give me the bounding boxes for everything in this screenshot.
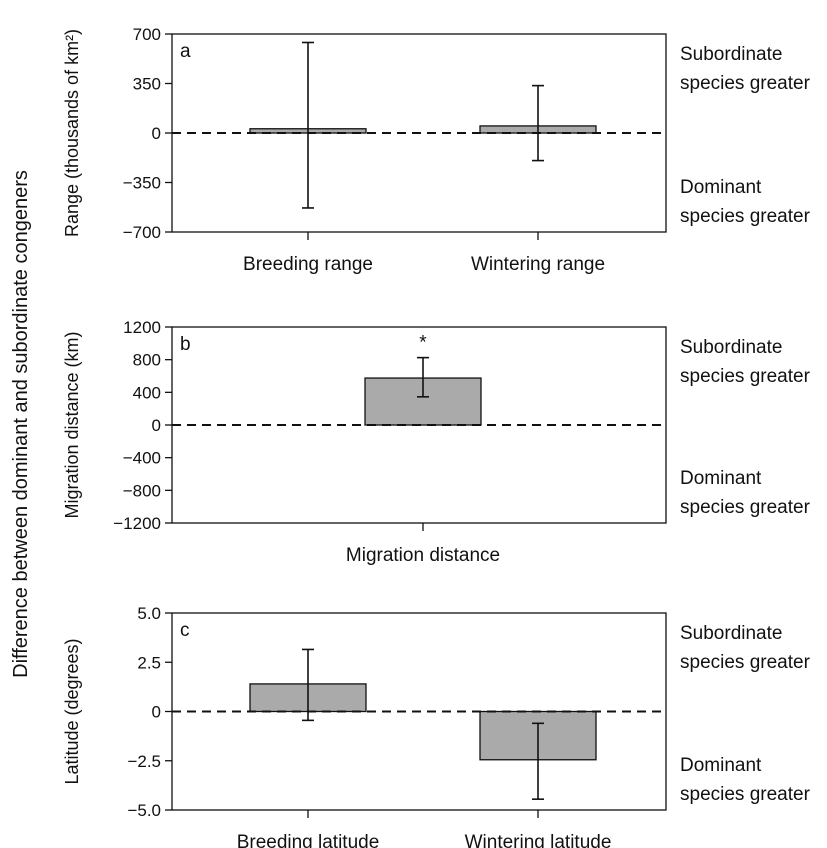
category-label: Migration distance bbox=[346, 545, 500, 566]
y-tick-label: 0 bbox=[152, 703, 161, 722]
lower-note-line: Dominant bbox=[680, 755, 762, 776]
y-tick-label: −350 bbox=[123, 174, 161, 193]
category-label: Wintering range bbox=[471, 254, 605, 275]
lower-note-line: Dominant bbox=[680, 177, 762, 198]
upper-note-line: Subordinate bbox=[680, 44, 782, 65]
y-tick-label: 350 bbox=[133, 75, 161, 94]
y-axis-label: Latitude (degrees) bbox=[62, 638, 82, 784]
y-tick-label: −400 bbox=[123, 449, 161, 468]
upper-note-line: species greater bbox=[680, 73, 811, 94]
y-tick-label: −2.5 bbox=[127, 752, 161, 771]
panel-b: 1200 800 400 0 −400 −800 −1200 * Migration dista… bbox=[62, 318, 811, 566]
category-label: Breeding range bbox=[243, 254, 373, 275]
y-tick-label: 5.0 bbox=[137, 604, 161, 623]
y-tick-label: 2.5 bbox=[137, 653, 161, 672]
upper-note-line: species greater bbox=[680, 366, 811, 387]
y-tick-label: 800 bbox=[133, 351, 161, 370]
y-tick-label: 700 bbox=[133, 25, 161, 44]
y-tick-label: −1200 bbox=[113, 514, 161, 533]
y-tick-label: −5.0 bbox=[127, 801, 161, 820]
y-tick-label: −800 bbox=[123, 481, 161, 500]
panel-c: 5.0 2.5 0 −2.5 −5.0 Breeding latitude Winterin… bbox=[62, 604, 811, 848]
lower-note-line: species greater bbox=[680, 206, 811, 227]
y-tick-label: 400 bbox=[133, 383, 161, 402]
category-label: Breeding latitude bbox=[237, 832, 380, 848]
y-tick-label: 0 bbox=[152, 124, 161, 143]
y-tick-label: 0 bbox=[152, 416, 161, 435]
panel-letter: c bbox=[180, 620, 190, 641]
y-axis-label: Range (thousands of km²) bbox=[62, 29, 82, 237]
upper-note-line: species greater bbox=[680, 652, 811, 673]
upper-note-line: Subordinate bbox=[680, 623, 782, 644]
category-label: Wintering latitude bbox=[465, 832, 612, 848]
shared-y-axis-label: Difference between dominant and subordin… bbox=[10, 170, 32, 678]
lower-note-line: Dominant bbox=[680, 468, 762, 489]
upper-note-line: Subordinate bbox=[680, 337, 782, 358]
panel-a: 700 350 0 −350 −700 Breeding range Wintering r… bbox=[62, 25, 811, 275]
y-tick-label: 1200 bbox=[123, 318, 161, 337]
panel-letter: a bbox=[180, 41, 191, 62]
y-tick-label: −700 bbox=[123, 223, 161, 242]
panel-letter: b bbox=[180, 334, 191, 355]
significance-annotation: * bbox=[419, 333, 427, 354]
lower-note-line: species greater bbox=[680, 784, 811, 805]
y-axis-label: Migration distance (km) bbox=[62, 331, 82, 518]
lower-note-line: species greater bbox=[680, 497, 811, 518]
